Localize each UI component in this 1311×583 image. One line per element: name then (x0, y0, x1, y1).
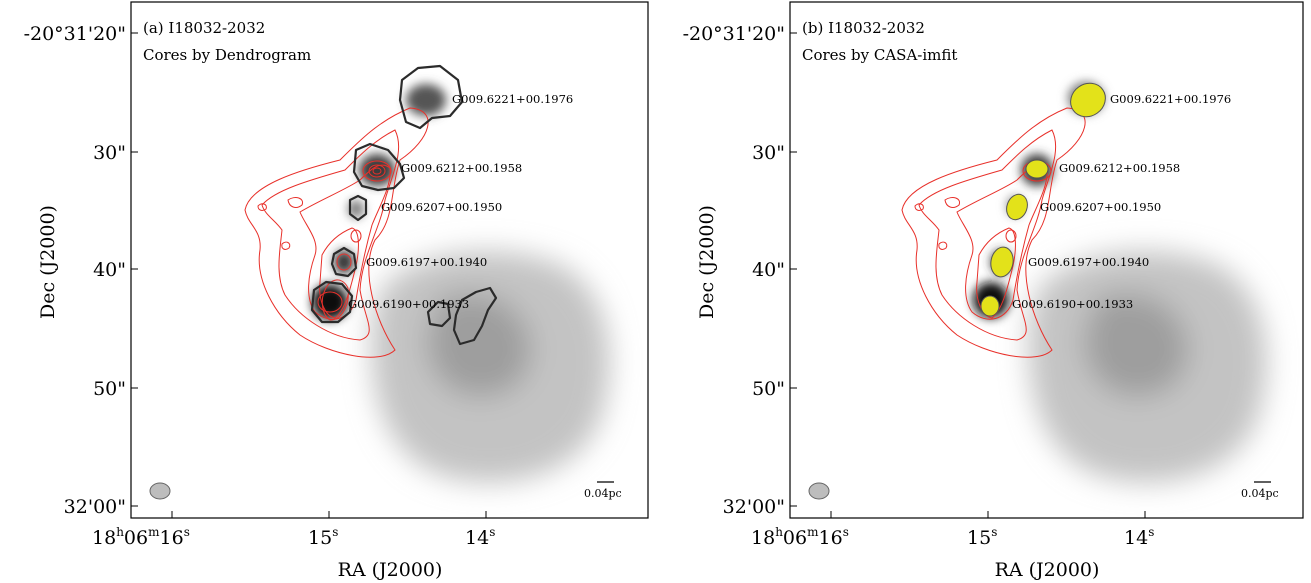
core-labels: G009.6221+00.1976 G009.6212+00.1958 G009… (348, 92, 573, 311)
image-area (808, 82, 1271, 500)
plot-frame (789, 1, 1304, 519)
panel-subtitle: Cores by Dendrogram (143, 46, 311, 64)
x-tick-label: 18h06m16s (92, 525, 190, 549)
core-ellipse-4 (990, 246, 1014, 278)
core-labels: G009.6221+00.1976 G009.6212+00.1958 G009… (1012, 92, 1231, 311)
core-label: G009.6212+00.1958 (1059, 161, 1180, 175)
core-label: G009.6207+00.1950 (381, 200, 502, 214)
tick-marks (131, 32, 487, 518)
core-outline-4 (330, 246, 358, 278)
x-axis-label: RA (J2000) (995, 559, 1100, 581)
x-tick-label: 15s (967, 525, 997, 549)
x-tick-labels: 18h06m16s 15s 14s (751, 525, 1154, 549)
panel-title: (a) I18032-2032 (143, 19, 265, 37)
y-tick-label: 30" (752, 142, 785, 164)
core-outline-2 (352, 142, 406, 192)
panel-b-figure: (b) I18032-2032 Cores by CASA-imfit G009… (683, 1, 1304, 581)
core-label: G009.6207+00.1950 (1040, 200, 1161, 214)
core-label: G009.6197+00.1940 (366, 255, 487, 269)
x-tick-labels: 18h06m16s 15s 14s (92, 525, 495, 549)
y-tick-label: 50" (752, 378, 785, 400)
panel-a: (a) I18032-2032 Cores by Dendrogram G009… (0, 0, 655, 583)
y-tick-label: 32'00" (723, 496, 785, 518)
core-label: G009.6190+00.1933 (1012, 297, 1133, 311)
core-label: G009.6212+00.1958 (401, 161, 522, 175)
x-tick-label: 15s (308, 525, 338, 549)
core-label: G009.6221+00.1976 (452, 92, 573, 106)
dendrogram-outlines (310, 64, 498, 346)
y-axis-label: Dec (J2000) (37, 205, 59, 319)
panel-subtitle: Cores by CASA-imfit (802, 46, 957, 64)
plot-frame (130, 1, 649, 519)
diffuse-emission (371, 251, 610, 483)
y-tick-label: 32'00" (64, 496, 126, 518)
panel-a-figure: (a) I18032-2032 Cores by Dendrogram G009… (24, 1, 649, 581)
y-tick-label: -20°31'20" (24, 23, 126, 45)
contours (901, 107, 1086, 358)
core-outline-5 (310, 280, 354, 324)
y-axis-label: Dec (J2000) (696, 205, 718, 319)
panel-b: (b) I18032-2032 Cores by CASA-imfit G009… (657, 0, 1311, 583)
beam-ellipse (149, 482, 171, 500)
y-tick-labels: -20°31'20" 30" 40" 50" 32'00" (24, 23, 126, 518)
beam-ellipse (808, 482, 830, 500)
core-outline-1 (398, 64, 464, 130)
core-ellipse-2 (1025, 159, 1049, 179)
x-axis-label: RA (J2000) (338, 559, 443, 581)
core-ellipse-5 (980, 295, 1000, 317)
y-tick-label: 40" (93, 259, 126, 281)
imfit-ellipses (980, 82, 1106, 317)
diffuse-emission (1028, 251, 1267, 483)
core-label: G009.6197+00.1940 (1028, 255, 1149, 269)
core-outline-6 (452, 286, 498, 346)
y-tick-label: 50" (93, 378, 126, 400)
image-area (149, 64, 614, 500)
core-label: G009.6221+00.1976 (1110, 92, 1231, 106)
y-tick-labels: -20°31'20" 30" 40" 50" 32'00" (683, 23, 785, 518)
core-ellipse-3 (1006, 193, 1028, 221)
core-outline-7 (426, 300, 452, 328)
y-tick-label: -20°31'20" (683, 23, 785, 45)
x-tick-label: 18h06m16s (751, 525, 849, 549)
y-tick-label: 30" (93, 142, 126, 164)
core-outline-3 (348, 194, 368, 222)
tick-marks (790, 32, 1146, 518)
contours (244, 107, 429, 358)
core-ellipse-1 (1070, 82, 1106, 118)
x-tick-label: 14s (1124, 525, 1154, 549)
scale-bar-label: 0.04pc (584, 487, 622, 500)
x-tick-label: 14s (465, 525, 495, 549)
y-tick-label: 40" (752, 259, 785, 281)
scale-bar-label: 0.04pc (1241, 487, 1279, 500)
core-label: G009.6190+00.1933 (348, 297, 469, 311)
panel-title: (b) I18032-2032 (802, 19, 925, 37)
